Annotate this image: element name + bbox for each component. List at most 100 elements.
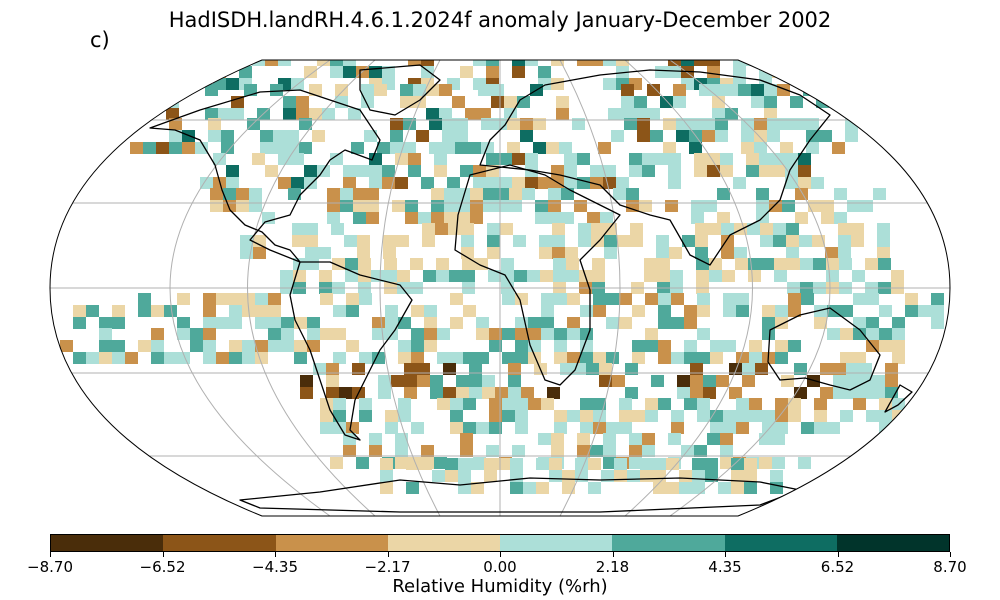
anomaly-cell xyxy=(99,317,112,329)
anomaly-cell xyxy=(702,130,715,142)
anomaly-cell xyxy=(231,96,244,108)
anomaly-cell xyxy=(697,328,710,340)
anomaly-cell xyxy=(671,410,684,422)
anomaly-cell xyxy=(86,305,99,317)
anomaly-cell xyxy=(541,293,554,305)
anomaly-cell xyxy=(469,387,482,399)
anomaly-cell xyxy=(364,130,377,142)
anomaly-cell xyxy=(190,340,203,352)
anomaly-cell xyxy=(632,410,645,422)
anomaly-cell xyxy=(658,317,671,329)
anomaly-cell xyxy=(348,108,361,120)
anomaly-cell xyxy=(486,60,499,66)
anomaly-cell xyxy=(260,142,273,154)
anomaly-cell xyxy=(564,177,577,189)
anomaly-cell xyxy=(718,482,731,494)
anomaly-cell xyxy=(458,470,471,482)
anomaly-cell xyxy=(366,188,379,200)
anomaly-cell xyxy=(497,458,510,470)
anomaly-cell xyxy=(549,470,562,482)
anomaly-cell xyxy=(461,235,474,247)
anomaly-cell xyxy=(744,470,757,482)
anomaly-cell xyxy=(580,398,593,410)
anomaly-cell xyxy=(694,165,707,177)
anomaly-cell xyxy=(153,96,166,108)
anomaly-cell xyxy=(442,118,455,130)
anomaly-cell xyxy=(330,60,343,66)
anomaly-cell xyxy=(305,223,318,235)
anomaly-cell xyxy=(436,258,449,270)
anomaly-cell xyxy=(629,433,642,445)
colorbar-swatch xyxy=(387,535,500,551)
anomaly-cell xyxy=(353,200,366,212)
anomaly-cell xyxy=(423,270,436,282)
anomaly-cell xyxy=(625,387,638,399)
anomaly-cell xyxy=(320,328,333,340)
anomaly-cell xyxy=(580,422,593,434)
anomaly-cell xyxy=(668,177,681,189)
anomaly-cell xyxy=(280,270,293,282)
anomaly-cell xyxy=(759,60,772,66)
anomaly-cell xyxy=(541,328,554,340)
anomaly-cell xyxy=(681,60,694,66)
anomaly-cell xyxy=(606,422,619,434)
anomaly-cell xyxy=(814,410,827,422)
anomaly-cell xyxy=(442,130,455,142)
anomaly-cell xyxy=(255,317,268,329)
anomaly-cell xyxy=(879,305,892,317)
anomaly-cell xyxy=(632,352,645,364)
australia-coast xyxy=(767,307,881,391)
anomaly-cell xyxy=(826,270,839,282)
anomaly-cell xyxy=(541,317,554,329)
anomaly-cell xyxy=(353,188,366,200)
colorbar-tick xyxy=(725,552,726,557)
anomaly-cell xyxy=(813,258,826,270)
anomaly-cell xyxy=(931,293,944,305)
anomaly-cell xyxy=(603,433,616,445)
anomaly-cell xyxy=(604,223,617,235)
anomaly-cell xyxy=(424,328,437,340)
anomaly-cell xyxy=(564,165,577,177)
anomaly-cell xyxy=(426,84,439,96)
colorbar-tick-label: 6.52 xyxy=(820,558,855,576)
anomaly-cell xyxy=(566,270,579,282)
anomaly-cell xyxy=(586,363,599,375)
anomaly-cell xyxy=(814,422,827,434)
anomaly-cell xyxy=(299,142,312,154)
anomaly-cell xyxy=(554,340,567,352)
anomaly-cell xyxy=(203,305,216,317)
anomaly-cell xyxy=(692,458,705,470)
anomaly-cell xyxy=(345,258,358,270)
anomaly-cell xyxy=(645,398,658,410)
anomaly-cell xyxy=(73,317,86,329)
anomaly-cell xyxy=(877,247,890,259)
anomaly-cell xyxy=(658,340,671,352)
anomaly-cell xyxy=(691,212,704,224)
anomaly-cell xyxy=(512,60,525,66)
anomaly-cell xyxy=(723,422,736,434)
anomaly-cell xyxy=(112,340,125,352)
anomaly-cell xyxy=(647,108,660,120)
anomaly-cell xyxy=(510,458,523,470)
anomaly-cell xyxy=(591,223,604,235)
anomaly-cell xyxy=(684,317,697,329)
anomaly-cell xyxy=(515,410,528,422)
anomaly-cell xyxy=(408,60,421,66)
anomaly-cell xyxy=(326,375,339,387)
graticule-meridian xyxy=(379,60,441,516)
anomaly-cell xyxy=(598,142,611,154)
anomaly-cell xyxy=(827,422,840,434)
anomaly-cell xyxy=(704,200,717,212)
anomaly-cell xyxy=(599,375,612,387)
anomaly-cell xyxy=(306,258,319,270)
anomaly-cell xyxy=(208,130,221,142)
colorbar-tick xyxy=(950,552,951,557)
anomaly-cell xyxy=(629,457,642,469)
colorbar-ticks: −8.70 −6.52 −4.35 −2.17 0.00 2.18 4.35 6.52 8.70 xyxy=(27,552,967,576)
graticule-meridian xyxy=(624,60,753,516)
anomaly-cell xyxy=(801,422,814,434)
anomaly-cell xyxy=(590,165,603,177)
anomaly-cell xyxy=(764,108,777,120)
anomaly-cell xyxy=(268,328,281,340)
anomaly-cell xyxy=(769,200,782,212)
